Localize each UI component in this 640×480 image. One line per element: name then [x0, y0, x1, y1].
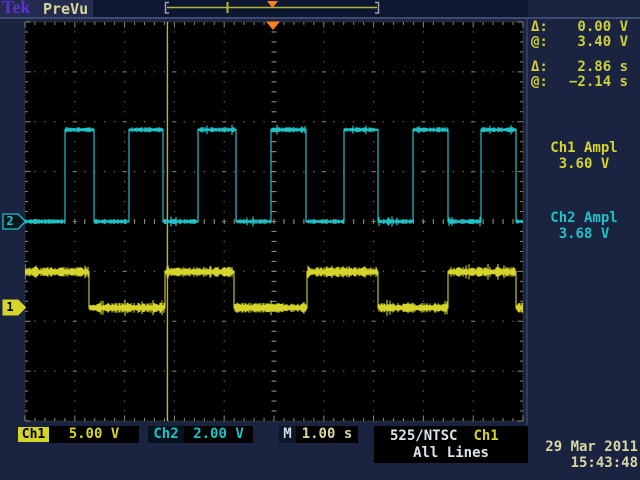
- cursor-delta-v-row: Δ: 0.00 V: [531, 20, 628, 35]
- ch2-measurement-value: 3.68 V: [558, 226, 610, 242]
- cursor-delta-v-value: 0.00 V: [577, 19, 628, 35]
- cursor-delta-t-row: Δ: 2.86 s: [531, 60, 628, 75]
- at-icon: @:: [531, 74, 548, 90]
- timebase-readout[interactable]: 1.00 s: [296, 426, 358, 443]
- tek-logo: Tek: [2, 0, 31, 17]
- trigger-position-icon[interactable]: [266, 21, 280, 31]
- top-bar: [0, 0, 528, 17]
- acquisition-mode-label: PreVu: [43, 0, 89, 18]
- cursor-at-v-row: @: 3.40 V: [531, 35, 628, 50]
- logo-box: Tek PreVu: [0, 0, 93, 18]
- cursor-at-t-value: −2.14 s: [568, 74, 628, 90]
- delta-icon: Δ:: [531, 19, 548, 35]
- ch1-channel-button[interactable]: Ch1: [18, 427, 49, 442]
- top-separator-line: [0, 17, 640, 19]
- date-label: 29 Mar 2011: [545, 439, 638, 455]
- timebase-label: M: [279, 426, 296, 443]
- datetime-readout: 29 Mar 2011 15:43:48: [528, 439, 638, 471]
- cursor-at-t-row: @: −2.14 s: [531, 75, 628, 90]
- trigger-mode-label: All Lines: [413, 445, 489, 461]
- trigger-source-label: Ch1: [473, 428, 499, 444]
- trigger-readout[interactable]: 525/NTSC Ch1 All Lines: [374, 426, 528, 463]
- cursor-at-v-value: 3.40 V: [577, 34, 628, 50]
- ch1-scale-readout[interactable]: 5.00 V: [49, 426, 139, 443]
- ch1-measurement-value: 3.60 V: [558, 156, 610, 172]
- cursor-delta-t-value: 2.86 s: [577, 59, 628, 75]
- ch2-marker-digit: 2: [6, 214, 14, 228]
- trigger-standard-label: 525/NTSC: [390, 428, 458, 444]
- ch2-scale-readout[interactable]: 2.00 V: [184, 426, 253, 443]
- at-icon: @:: [531, 34, 548, 50]
- delta-icon: Δ:: [531, 59, 548, 75]
- graticule-grid: [24, 21, 524, 422]
- ch1-marker-digit: 1: [6, 300, 14, 314]
- panel-separator-line: [526, 19, 528, 425]
- time-label: 15:43:48: [570, 455, 638, 471]
- ch2-measurement-title: Ch2 Ampl: [550, 210, 618, 226]
- waveform-traces: [25, 124, 523, 316]
- ch1-measurement-title: Ch1 Ampl: [550, 140, 618, 156]
- graticule: [25, 22, 523, 421]
- ch2-channel-button[interactable]: Ch2: [148, 426, 184, 443]
